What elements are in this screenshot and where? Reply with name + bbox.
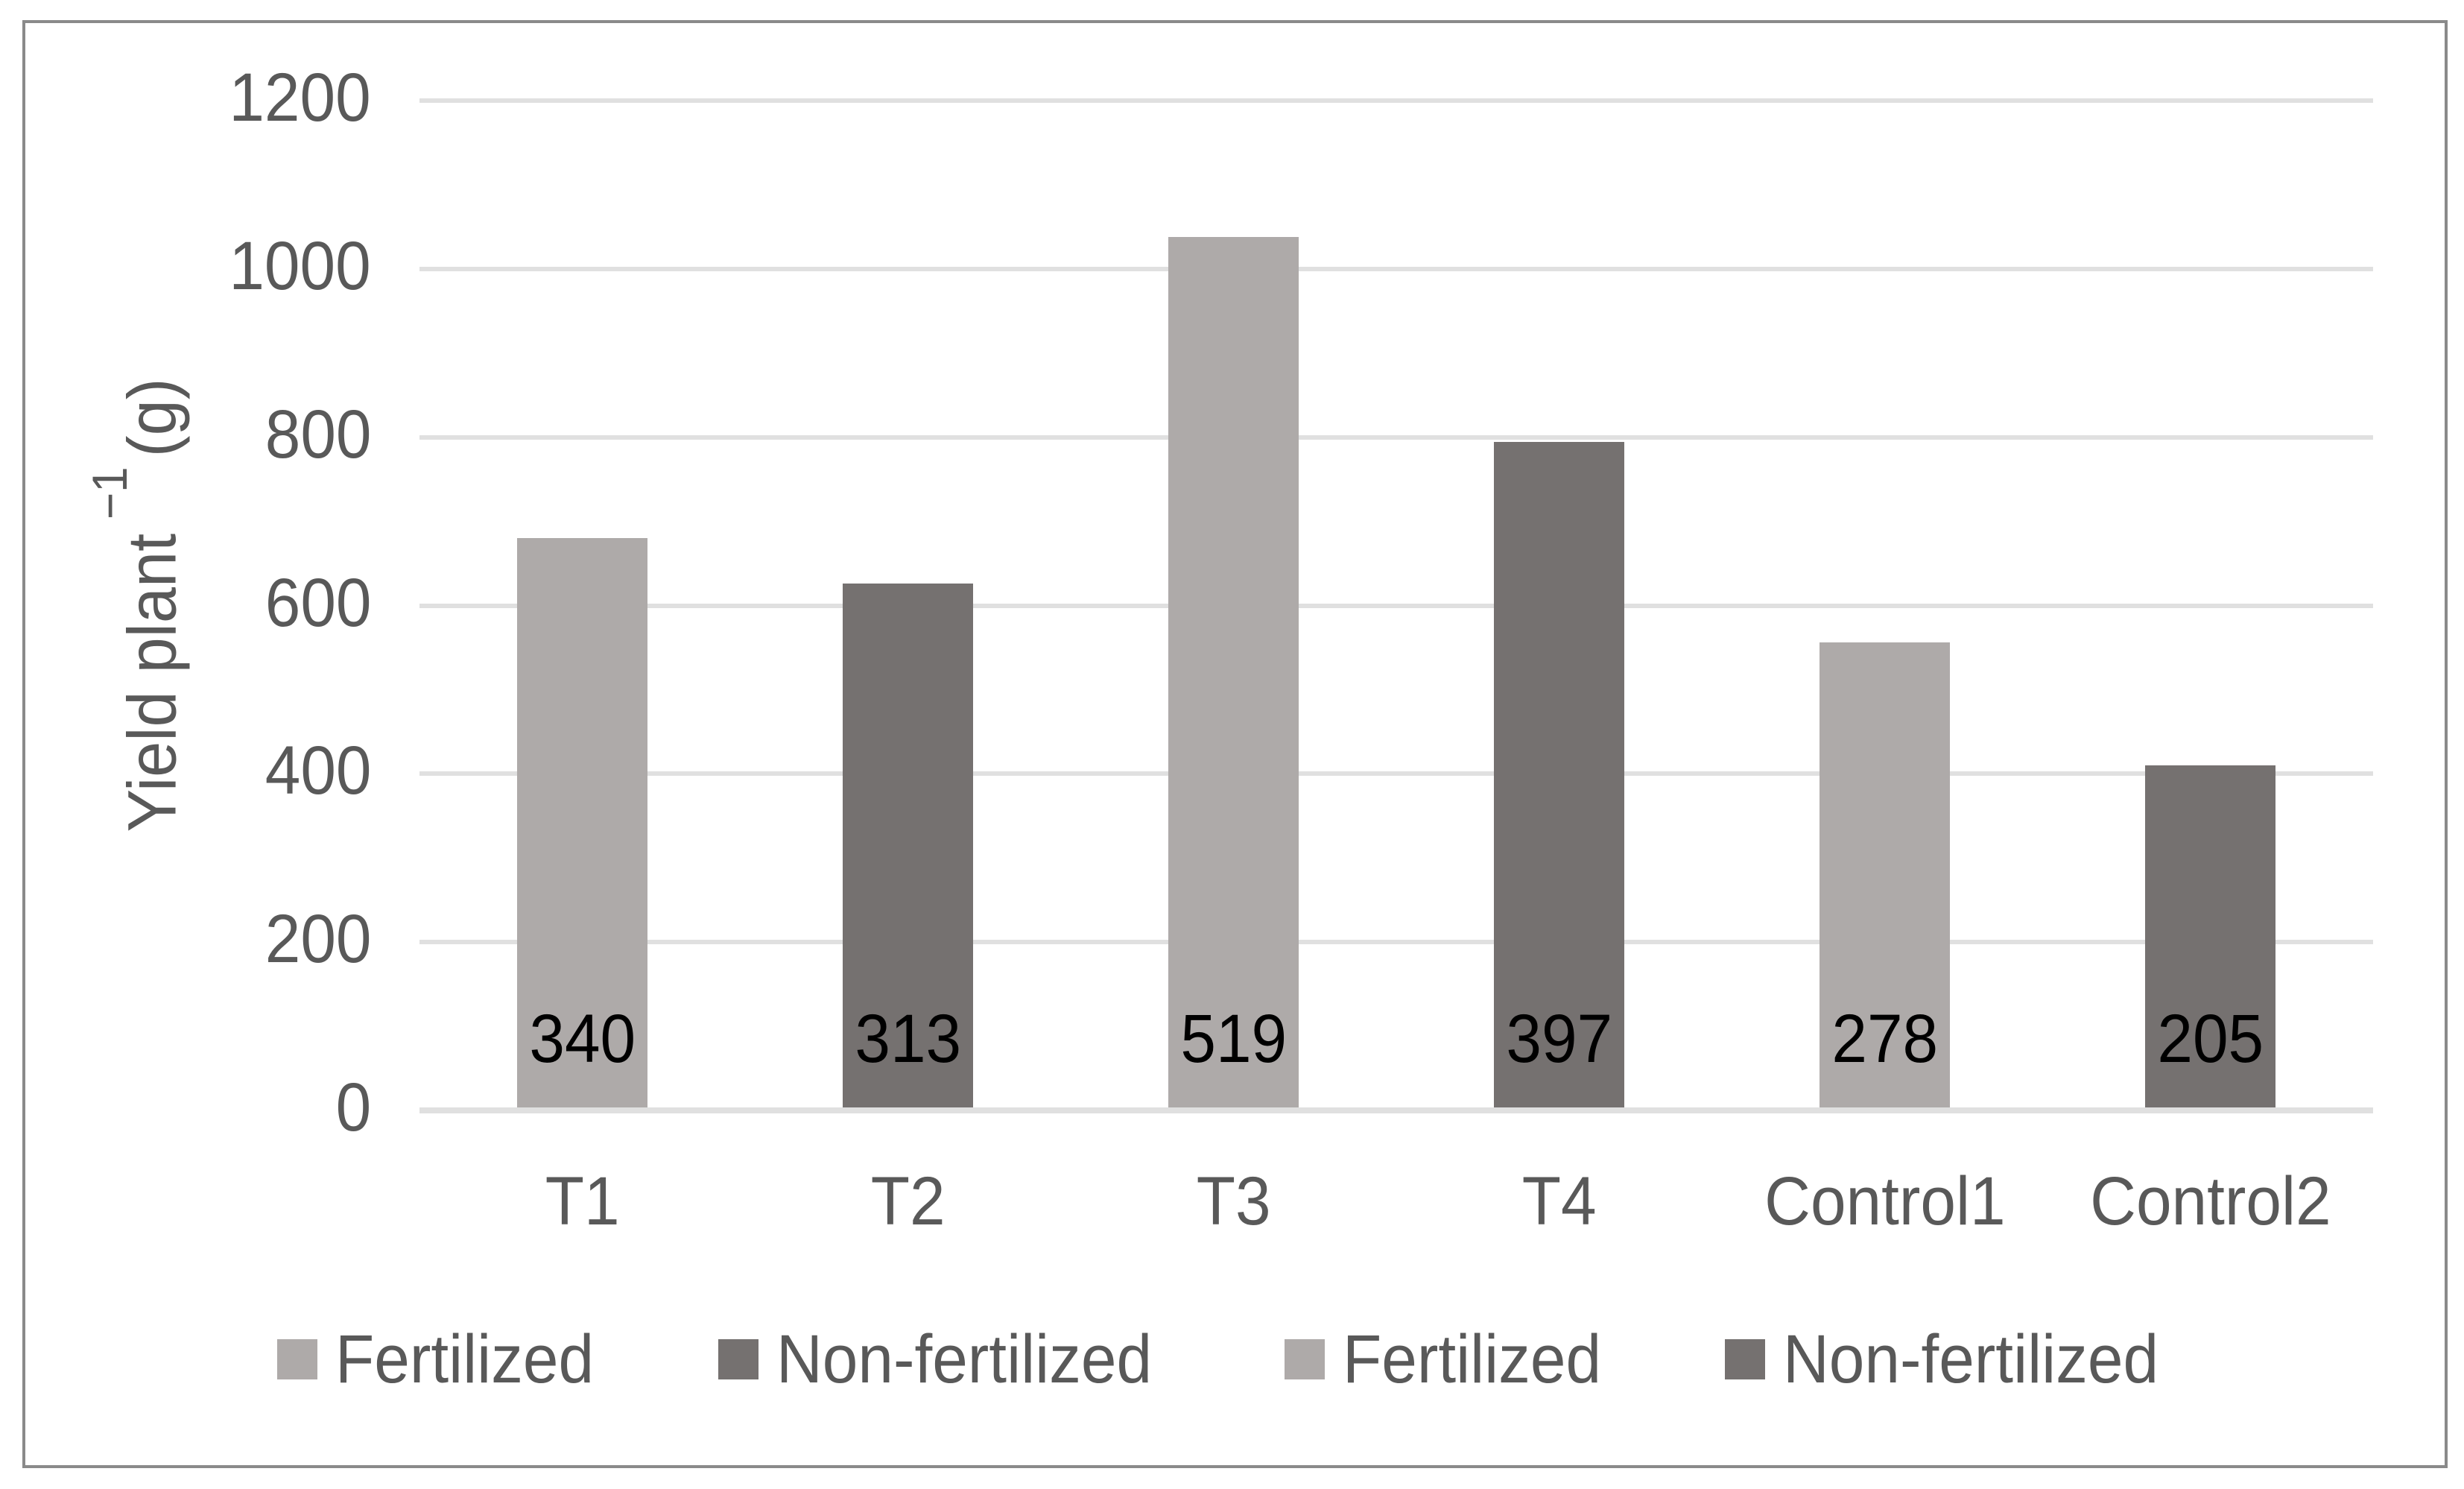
- y-axis-tick-label: 0: [0, 1073, 371, 1142]
- bar-control1: [1820, 642, 1950, 1107]
- legend-item-non-fertilized: Non-fertilized: [1724, 1321, 2187, 1398]
- y-axis-tick-label-text: 1200: [229, 60, 371, 136]
- legend-item-fertilized: Fertilized: [277, 1321, 613, 1398]
- y-axis-tick-label-text: 200: [265, 901, 371, 977]
- y-axis-title: Yield plant−1(g): [82, 0, 191, 1376]
- y-axis-tick-label: 200: [0, 905, 371, 973]
- chart-legend: Fertilized Non-fertilized Fertilized Non-fe…: [0, 1321, 2464, 1398]
- legend-item-fertilized: Fertilized: [1284, 1321, 1621, 1398]
- legend-label: Fertilized: [1342, 1321, 1601, 1397]
- legend-swatch-icon: [718, 1339, 758, 1379]
- y-axis-tick-label: 1000: [0, 232, 371, 300]
- y-axis-tick-label: 600: [0, 569, 371, 637]
- bar-data-label: 340: [434, 1005, 732, 1073]
- legend-label: Non-fertilized: [776, 1321, 1152, 1397]
- bar-data-label-text: 313: [855, 1001, 962, 1077]
- x-category-label-t3: T3: [1010, 1167, 1457, 1236]
- x-category-label-t4: T4: [1336, 1167, 1783, 1236]
- bar-data-label-text: 278: [1831, 1001, 1939, 1077]
- bar-t1: [517, 538, 647, 1107]
- legend-swatch-icon: [277, 1339, 318, 1379]
- bar-data-label: 205: [2062, 1005, 2360, 1073]
- x-axis-line: [419, 1107, 2373, 1113]
- gridline: [419, 604, 2373, 608]
- x-category-label-t1: T1: [359, 1167, 806, 1236]
- legend-item-non-fertilized: Non-fertilized: [718, 1321, 1180, 1398]
- x-category-label-text: T3: [1197, 1163, 1271, 1239]
- bar-data-label-text: 205: [2157, 1001, 2264, 1077]
- x-category-label-t2: T2: [685, 1167, 1132, 1236]
- bar-control2: [2145, 765, 2275, 1107]
- legend-label: Non-fertilized: [1782, 1321, 2159, 1397]
- y-axis-tick-label-text: 600: [265, 565, 371, 641]
- y-axis-tick-label: 1200: [0, 63, 371, 132]
- legend-swatch-icon: [1284, 1339, 1325, 1379]
- gridline: [419, 435, 2373, 440]
- bar-data-label: 397: [1410, 1005, 1708, 1073]
- y-axis-tick-label-text: 800: [265, 396, 371, 472]
- y-axis-tick-label: 400: [0, 736, 371, 805]
- x-category-label-text: T1: [545, 1163, 620, 1239]
- bar-data-label-text: 519: [1180, 1001, 1288, 1077]
- gridline: [419, 771, 2373, 776]
- bar-data-label: 278: [1736, 1005, 2034, 1073]
- x-category-label-text: T4: [1522, 1163, 1597, 1239]
- gridline: [419, 98, 2373, 103]
- legend-swatch-icon: [1724, 1339, 1765, 1379]
- y-axis-tick-label-text: 400: [265, 733, 371, 809]
- x-category-label-control1: Control1: [1662, 1167, 2109, 1236]
- bar-data-label: 519: [1085, 1005, 1383, 1073]
- bar-data-label-text: 397: [1506, 1001, 1613, 1077]
- y-axis-tick-label-text: 1000: [229, 228, 371, 304]
- y-axis-title-superscript: −1: [82, 467, 137, 520]
- bar-data-label: 313: [759, 1005, 1057, 1073]
- gridline: [419, 267, 2373, 271]
- bar-t4: [1494, 442, 1624, 1107]
- x-category-label-text: Control2: [2090, 1163, 2331, 1239]
- y-axis-tick-label: 800: [0, 400, 371, 469]
- x-category-label-text: T2: [871, 1163, 946, 1239]
- chart-frame: [22, 20, 2448, 1468]
- y-axis-tick-label-text: 0: [335, 1069, 371, 1145]
- x-category-label-text: Control1: [1764, 1163, 2006, 1239]
- bar-data-label-text: 340: [529, 1001, 636, 1077]
- bar-t2: [843, 584, 973, 1107]
- x-category-label-control2: Control2: [1987, 1167, 2434, 1236]
- legend-label: Fertilized: [335, 1321, 595, 1397]
- gridline: [419, 940, 2373, 944]
- bar-t3: [1168, 237, 1299, 1107]
